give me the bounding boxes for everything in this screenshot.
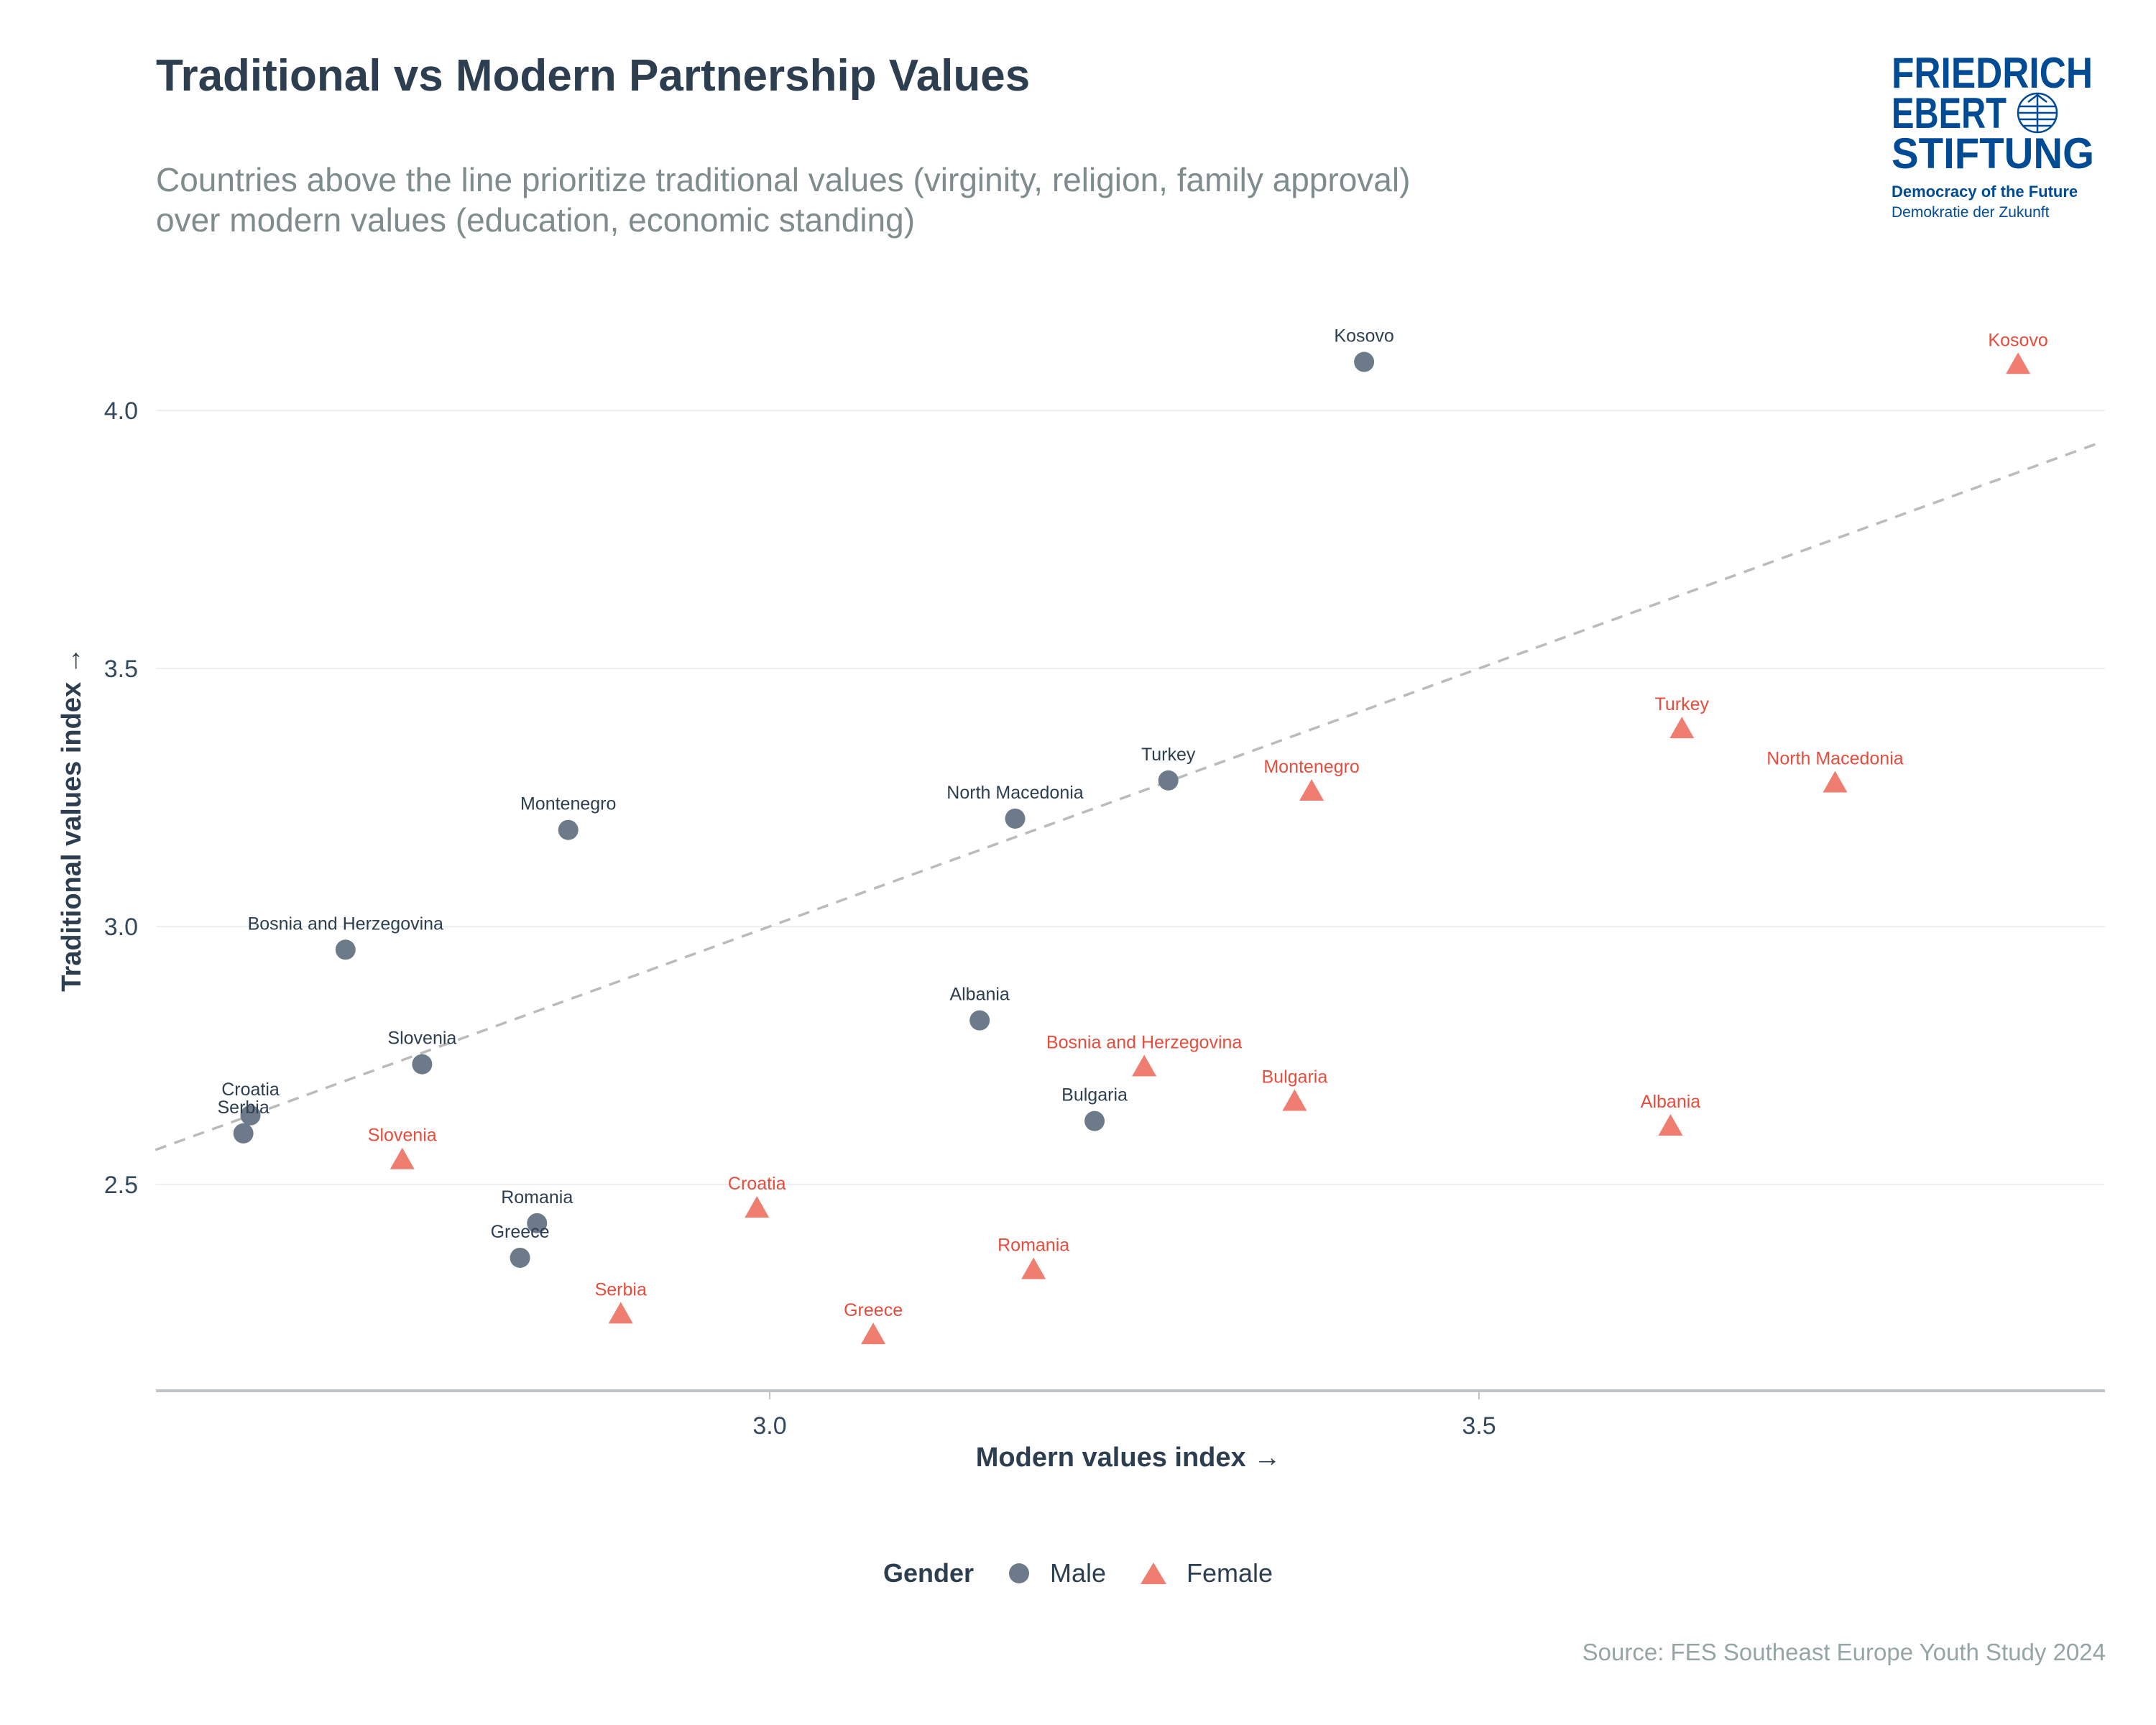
female-point-turkey	[1669, 717, 1695, 739]
female-label-romania: Romania	[998, 1236, 1069, 1256]
male-label-romania: Romania	[501, 1187, 573, 1208]
source-note: Source: FES Southeast Europe Youth Study…	[1582, 1639, 2106, 1665]
male-label-slovenia: Slovenia	[387, 1029, 456, 1049]
male-label-bosnia-and-herzegovina: Bosnia and Herzegovina	[248, 914, 443, 934]
male-point-croatia	[240, 1105, 261, 1126]
male-point-kosovo	[1354, 351, 1375, 372]
reference-line	[155, 440, 2104, 1151]
female-label-turkey: Turkey	[1655, 694, 1710, 714]
female-label-croatia: Croatia	[728, 1174, 786, 1194]
male-label-albania: Albania	[949, 985, 1009, 1005]
male-point-serbia	[233, 1123, 254, 1144]
x-tick-label: 3.5	[1462, 1412, 1496, 1440]
legend-title: Gender	[883, 1558, 974, 1588]
female-label-greece: Greece	[844, 1300, 903, 1320]
male-label-serbia: Serbia	[218, 1098, 270, 1118]
male-point-albania	[969, 1010, 990, 1031]
male-label-kosovo: Kosovo	[1334, 326, 1393, 346]
female-label-kosovo: Kosovo	[1988, 330, 2047, 350]
male-label-greece: Greece	[491, 1222, 550, 1242]
legend: Gender Male Female	[0, 1558, 2156, 1588]
female-point-montenegro	[1299, 779, 1325, 801]
y-tick-label: 3.5	[104, 656, 138, 683]
male-point-turkey	[1158, 770, 1179, 791]
x-axis-title: Modern values index →	[976, 1443, 1281, 1473]
male-point-bulgaria	[1084, 1110, 1105, 1131]
female-point-croatia	[745, 1196, 770, 1218]
female-point-kosovo	[2006, 352, 2031, 374]
x-tick-label: 3.0	[752, 1412, 786, 1440]
male-point-greece	[510, 1247, 530, 1268]
female-label-slovenia: Slovenia	[368, 1126, 437, 1146]
male-label-montenegro: Montenegro	[520, 794, 616, 814]
male-point-north-macedonia	[1005, 808, 1026, 829]
logo-tagline-de: Demokratie der Zukunft	[1892, 204, 2050, 221]
female-point-albania	[1658, 1114, 1683, 1136]
female-label-montenegro: Montenegro	[1263, 757, 1359, 777]
female-label-bosnia-and-herzegovina: Bosnia and Herzegovina	[1046, 1032, 1242, 1052]
logo-tagline: Democracy of the Future	[1892, 183, 2078, 201]
y-axis-title: Traditional values index →	[57, 647, 87, 991]
female-label-albania: Albania	[1641, 1092, 1700, 1112]
female-point-greece	[861, 1322, 886, 1345]
fes-logo: FRIEDRICH EBERT STIFTUNG Democracy of th…	[1890, 49, 2106, 241]
y-ticks: 2.5 3.0 3.5 4.0	[104, 397, 138, 1199]
legend-male-label: Male	[1049, 1558, 1107, 1588]
logo-line-2: EBERT	[1892, 89, 2007, 137]
male-point-slovenia	[412, 1054, 433, 1075]
globe-icon	[2017, 92, 2058, 134]
series-female: Kosovo Turkey North Macedonia Montenegro Bos…	[368, 330, 2048, 1345]
gridlines	[156, 410, 2105, 1185]
female-point-serbia	[608, 1302, 633, 1324]
male-label-turkey: Turkey	[1141, 745, 1196, 765]
data-marks: Kosovo Turkey North Macedonia Montenegro Bos…	[218, 326, 2048, 1345]
x-ticks: 3.0 3.5	[752, 1391, 1496, 1440]
male-point-montenegro	[558, 819, 579, 840]
subtitle-line-2: over modern values (education, economic …	[156, 201, 916, 239]
female-point-bosnia-and-herzegovina	[1132, 1054, 1157, 1077]
female-point-romania	[1021, 1257, 1046, 1279]
series-male: Kosovo Turkey North Macedonia Montenegro Bos…	[218, 326, 1394, 1268]
subtitle-line-1: Countries above the line prioritize trad…	[156, 161, 1411, 198]
logo-line-1: FRIEDRICH	[1892, 50, 2093, 97]
female-label-bulgaria: Bulgaria	[1262, 1067, 1328, 1087]
logo-line-3: STIFTUNG	[1892, 129, 2094, 178]
male-point-bosnia-and-herzegovina	[335, 939, 356, 960]
y-tick-label: 2.5	[104, 1172, 138, 1199]
chart-subtitle: Countries above the line prioritize trad…	[156, 160, 1410, 240]
legend-female-label: Female	[1187, 1558, 1273, 1588]
y-tick-label: 3.0	[104, 914, 138, 941]
female-point-north-macedonia	[1823, 770, 1848, 793]
female-point-bulgaria	[1282, 1089, 1307, 1111]
chart-title: Traditional vs Modern Partnership Values	[156, 51, 1031, 101]
male-label-bulgaria: Bulgaria	[1061, 1085, 1128, 1105]
female-point-slovenia	[390, 1147, 415, 1169]
male-point-romania	[527, 1213, 548, 1233]
legend-male-marker	[1008, 1563, 1029, 1583]
y-tick-label: 4.0	[104, 397, 138, 425]
female-label-serbia: Serbia	[595, 1279, 647, 1300]
fes-logo-graphic: FRIEDRICH EBERT STIFTUNG Democracy of th…	[1892, 49, 2094, 221]
male-label-croatia: Croatia	[221, 1080, 280, 1100]
legend-female-marker	[1141, 1563, 1167, 1584]
female-label-north-macedonia: North Macedonia	[1766, 749, 1903, 769]
male-label-north-macedonia: North Macedonia	[946, 783, 1083, 803]
